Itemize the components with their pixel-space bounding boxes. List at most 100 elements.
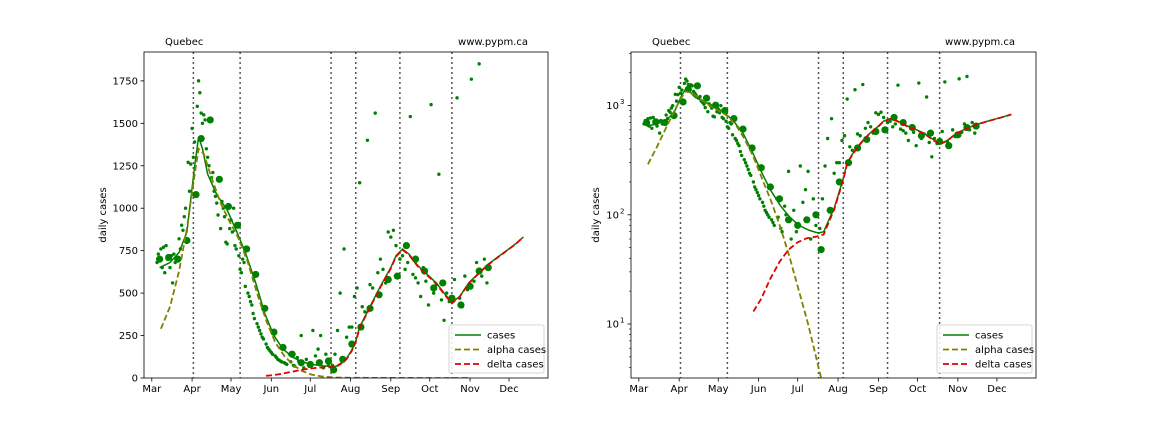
daily-point-57: [241, 257, 245, 261]
y-tick-exponent-0: 1: [620, 316, 624, 324]
daily-point-28: [685, 79, 689, 83]
daily-point-145: [439, 298, 444, 302]
daily-point-118: [855, 132, 860, 136]
daily-point-8: [168, 265, 172, 270]
daily-point-107: [825, 136, 830, 141]
daily-point-66: [742, 157, 746, 162]
daily-point-59: [730, 133, 735, 137]
daily-point-161: [485, 281, 489, 285]
y-tick-label-6: 1500: [113, 119, 138, 130]
weekly-point-4: [679, 98, 687, 106]
daily-point-16: [179, 223, 184, 227]
daily-point-53: [721, 116, 726, 121]
daily-point-52: [233, 243, 237, 248]
daily-point-100: [806, 169, 810, 174]
daily-point-131: [403, 267, 407, 272]
legend-box: [936, 324, 1033, 374]
daily-point-103: [814, 223, 818, 228]
x-tick-label-0: Mar: [142, 384, 162, 395]
daily-point-27: [196, 79, 201, 83]
daily-point-56: [726, 126, 731, 131]
daily-point-134: [411, 272, 415, 277]
daily-point-74: [754, 187, 758, 192]
daily-point-23: [677, 85, 681, 90]
daily-point-137: [906, 138, 911, 143]
panel-linear-title-right: www.pypm.ca: [458, 37, 528, 48]
daily-point-40: [702, 102, 706, 106]
daily-point-115: [360, 304, 364, 309]
daily-point-139: [424, 279, 428, 283]
weekly-point-18: [803, 216, 811, 224]
daily-point-30: [200, 121, 205, 126]
daily-point-159: [480, 274, 484, 278]
daily-point-10: [657, 131, 662, 135]
weekly-point-0: [643, 118, 651, 127]
daily-point-108: [829, 116, 834, 121]
weekly-point-36: [475, 267, 483, 275]
x-tick-label-4: Jul: [791, 384, 804, 395]
daily-point-111: [350, 325, 354, 329]
daily-point-59: [243, 284, 248, 289]
daily-point-114: [845, 97, 849, 101]
daily-point-128: [881, 115, 886, 120]
legend-box: [448, 324, 545, 374]
daily-point-41: [703, 105, 707, 110]
daily-point-54: [237, 254, 241, 258]
daily-point-155: [957, 77, 961, 81]
daily-point-156: [472, 279, 476, 283]
daily-point-106: [823, 164, 827, 168]
daily-point-32: [203, 118, 207, 122]
daily-point-102: [811, 197, 816, 201]
daily-point-18: [182, 214, 186, 219]
daily-point-134: [898, 127, 903, 131]
daily-point-76: [756, 193, 761, 198]
daily-point-135: [413, 276, 418, 280]
x-tick-label-3: Jun: [750, 384, 767, 395]
x-tick-label-1: Apr: [671, 384, 689, 395]
daily-point-68: [257, 328, 262, 333]
daily-point-21: [187, 189, 192, 193]
weekly-point-1: [165, 253, 173, 262]
weekly-point-15: [288, 350, 296, 358]
daily-point-146: [930, 155, 934, 159]
daily-point-22: [189, 162, 193, 166]
daily-point-141: [429, 102, 433, 107]
x-tick-label-0: Mar: [629, 384, 649, 395]
daily-point-91: [782, 204, 787, 208]
daily-point-111: [837, 161, 842, 165]
daily-point-95: [304, 357, 309, 362]
daily-point-58: [242, 260, 246, 265]
y-tick-label-1: 250: [119, 331, 138, 342]
daily-point-131: [891, 125, 895, 129]
daily-point-122: [866, 120, 870, 125]
daily-point-6: [651, 115, 655, 120]
daily-point-128: [394, 243, 398, 248]
weekly-point-31: [430, 284, 438, 292]
alpha-cases-line: [647, 90, 822, 378]
daily-point-160: [482, 257, 487, 261]
weekly-point-6: [693, 82, 702, 90]
daily-point-41: [216, 213, 220, 217]
legend-label-0: cases: [975, 331, 1003, 342]
y-tick-label-4: 1000: [113, 204, 138, 215]
daily-point-109: [832, 171, 836, 176]
daily-point-123: [868, 125, 873, 129]
x-tick-label-4: Jul: [303, 384, 316, 395]
x-tick-label-6: Sep: [869, 384, 888, 395]
daily-point-79: [762, 204, 766, 208]
weekly-point-9: [233, 221, 242, 229]
plot-area: [155, 52, 524, 378]
daily-point-140: [914, 143, 918, 148]
daily-point-130: [888, 119, 892, 123]
daily-point-108: [342, 247, 346, 251]
weekly-point-8: [712, 101, 720, 109]
daily-point-99: [316, 347, 320, 351]
daily-point-85: [771, 220, 775, 225]
daily-point-132: [406, 260, 410, 265]
daily-point-140: [426, 303, 431, 307]
panel-log-title-left: Quebec: [652, 37, 690, 48]
daily-point-110: [347, 325, 351, 329]
daily-point-136: [416, 281, 420, 285]
daily-point-120: [861, 82, 865, 87]
daily-point-99: [803, 187, 808, 192]
